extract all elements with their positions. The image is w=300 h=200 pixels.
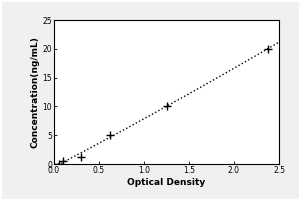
X-axis label: Optical Density: Optical Density — [128, 178, 206, 187]
Y-axis label: Concentration(ng/mL): Concentration(ng/mL) — [31, 36, 40, 148]
